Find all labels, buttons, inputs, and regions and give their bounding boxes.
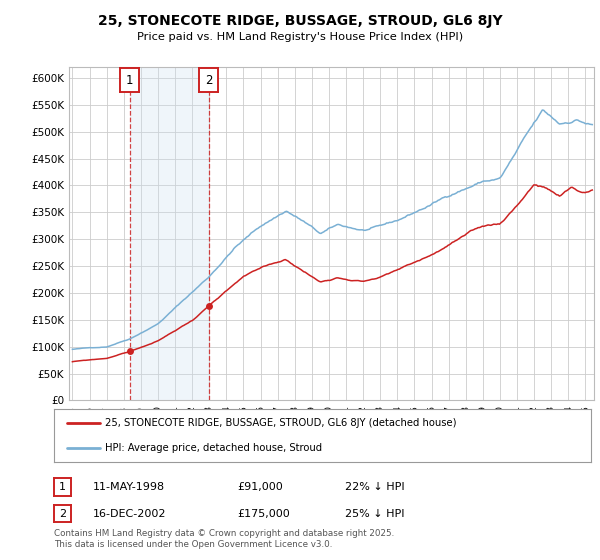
- Text: 16-DEC-2002: 16-DEC-2002: [93, 508, 167, 519]
- Text: 25% ↓ HPI: 25% ↓ HPI: [345, 508, 404, 519]
- Text: 25, STONECOTE RIDGE, BUSSAGE, STROUD, GL6 8JY (detached house): 25, STONECOTE RIDGE, BUSSAGE, STROUD, GL…: [105, 418, 457, 428]
- Bar: [130, 67, 209, 400]
- Text: HPI: Average price, detached house, Stroud: HPI: Average price, detached house, Stro…: [105, 442, 322, 452]
- Text: 1: 1: [59, 482, 66, 492]
- Text: Contains HM Land Registry data © Crown copyright and database right 2025.
This d: Contains HM Land Registry data © Crown c…: [54, 529, 394, 549]
- Text: 11-MAY-1998: 11-MAY-1998: [93, 482, 165, 492]
- Text: 2: 2: [205, 73, 212, 87]
- Text: £91,000: £91,000: [237, 482, 283, 492]
- Text: 25, STONECOTE RIDGE, BUSSAGE, STROUD, GL6 8JY: 25, STONECOTE RIDGE, BUSSAGE, STROUD, GL…: [98, 14, 502, 28]
- Text: 1: 1: [126, 73, 134, 87]
- Text: 22% ↓ HPI: 22% ↓ HPI: [345, 482, 404, 492]
- Text: £175,000: £175,000: [237, 508, 290, 519]
- Text: Price paid vs. HM Land Registry's House Price Index (HPI): Price paid vs. HM Land Registry's House …: [137, 32, 463, 43]
- Text: 2: 2: [59, 508, 66, 519]
